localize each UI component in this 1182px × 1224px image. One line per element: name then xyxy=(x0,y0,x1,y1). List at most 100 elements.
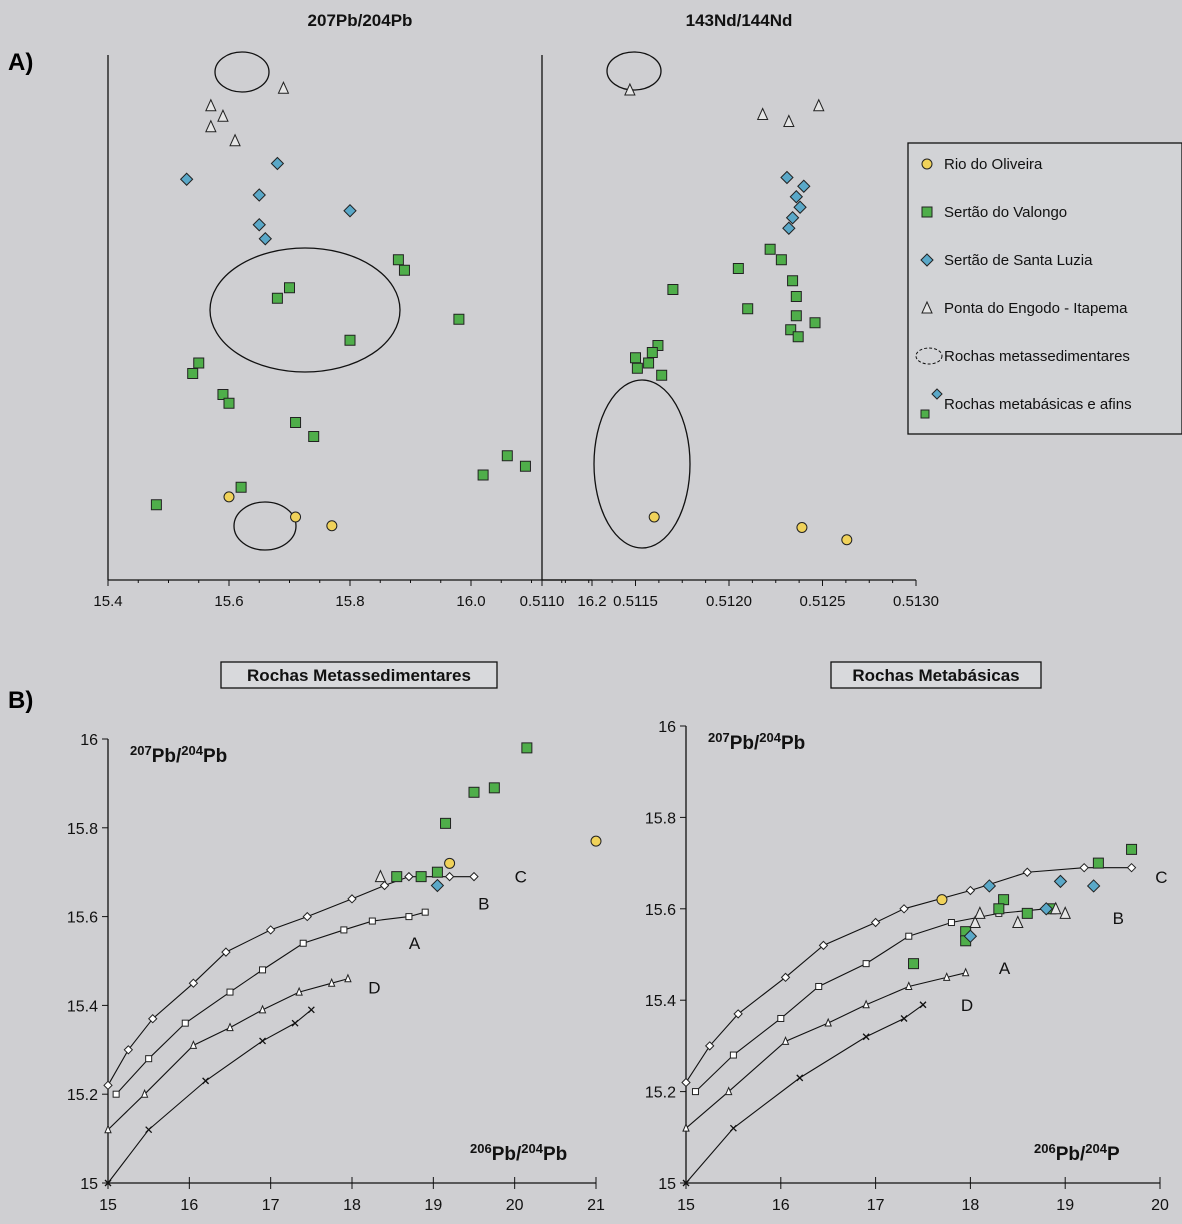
chart-nd143-nd144: 143Nd/144Nd 0.5110 0.5115 0.5120 0.5125 0.513… xyxy=(520,11,939,610)
chart-title: Rochas Metassedimentares xyxy=(247,666,471,685)
curve-label: A xyxy=(409,934,421,953)
curve-marker-triangle xyxy=(327,977,336,987)
growth-curve-C xyxy=(107,876,474,1086)
curve-marker-cross xyxy=(862,1033,870,1041)
point-square xyxy=(790,310,802,322)
point-square xyxy=(742,303,754,315)
y-axis-label-part: Pb xyxy=(781,733,805,754)
point-square xyxy=(391,871,403,883)
y-tick-label: 15.2 xyxy=(67,1087,98,1104)
chart-pb207-pb204: 207Pb/204Pb 15.4 15.6 15.8 16.0 16.2 xyxy=(93,11,606,610)
point-diamond xyxy=(270,156,285,171)
group-ellipse-top xyxy=(606,51,662,91)
point-triangle xyxy=(812,98,825,112)
point-triangle xyxy=(1012,915,1024,929)
curve-marker-cross xyxy=(145,1126,153,1134)
growth-curve-D xyxy=(685,972,966,1129)
point-circle xyxy=(223,491,235,503)
panel-label-a: A) xyxy=(8,49,33,76)
legend-symbol-square xyxy=(921,206,933,218)
curve-marker-cross-b xyxy=(307,1006,315,1014)
curve-marker-triangle xyxy=(781,1036,790,1045)
point-square xyxy=(271,292,283,304)
curve-marker-cross xyxy=(104,1179,112,1187)
curve-label: B xyxy=(1113,909,1124,928)
curve-marker-triangle xyxy=(344,973,352,983)
curve-marker-diamond xyxy=(1126,862,1137,873)
curve-marker-cross xyxy=(307,1006,315,1014)
legend-label: Sertão do Valongo xyxy=(944,204,1067,221)
x-axis-label-part: Pb/ xyxy=(1056,1144,1086,1165)
curve-marker-triangle xyxy=(961,967,970,977)
point-square xyxy=(1126,843,1138,855)
point-square xyxy=(775,254,787,266)
x-tick-label: 0.5115 xyxy=(613,593,658,610)
curve-label: C xyxy=(1155,868,1167,887)
y-axis-label-part: 207 xyxy=(708,730,730,745)
y-axis-label: 207Pb/204Pb xyxy=(130,743,227,767)
curve-marker-triangle xyxy=(226,1022,234,1032)
y-tick-label: 15.8 xyxy=(645,810,676,827)
curve-marker-square xyxy=(691,1088,699,1096)
point-square xyxy=(631,362,643,374)
point-square xyxy=(792,331,804,343)
x-tick-label: 15.4 xyxy=(93,593,122,610)
curve-marker-square xyxy=(299,939,307,947)
x-tick-label: 18 xyxy=(962,1197,980,1214)
point-square xyxy=(150,499,162,511)
curve-marker-square xyxy=(405,913,413,921)
x-tick-label: 16 xyxy=(772,1197,790,1214)
curve-marker-cross-b xyxy=(202,1077,210,1085)
point-square xyxy=(785,324,797,336)
curve-marker-triangle xyxy=(905,981,913,990)
point-square xyxy=(398,264,410,276)
y-tick-label: 15.2 xyxy=(645,1085,676,1102)
curve-marker-cross-b xyxy=(682,1179,690,1187)
curve-marker-triangle xyxy=(258,1004,267,1014)
curve-marker-diamond xyxy=(469,871,479,882)
chart-rochas-metabasicas: Rochas Metabásicas 15 16 17 18 19 20 15 15.2 15.4… xyxy=(645,661,1169,1214)
point-circle xyxy=(936,894,948,906)
y-axis-label-part: Pb xyxy=(203,746,227,767)
curve-marker-diamond xyxy=(347,894,357,904)
point-circle xyxy=(444,857,456,869)
x-tick-label: 20 xyxy=(1151,1197,1169,1214)
point-diamond xyxy=(963,929,978,943)
curve-marker-cross xyxy=(900,1015,908,1022)
x-tick-label: 19 xyxy=(424,1197,442,1214)
point-diamond xyxy=(982,879,997,893)
curve-marker-diamond xyxy=(103,1080,113,1091)
x-tick-label: 17 xyxy=(867,1197,885,1214)
y-tick-label: 15.6 xyxy=(645,902,676,919)
point-square xyxy=(290,417,302,428)
legend-label: Sertão de Santa Luzia xyxy=(944,252,1093,269)
y-tick-label: 15 xyxy=(80,1176,98,1193)
growth-curve-B xyxy=(115,911,426,1095)
point-diamond xyxy=(789,190,804,204)
point-triangle xyxy=(217,109,229,122)
point-circle xyxy=(326,520,338,532)
x-tick-label: 17 xyxy=(262,1197,280,1214)
point-triangle xyxy=(1059,906,1071,919)
point-square xyxy=(440,817,452,829)
legend-label: Rio do Oliveira xyxy=(944,156,1043,173)
point-square xyxy=(308,431,320,442)
curve-label: A xyxy=(999,959,1011,978)
point-triangle xyxy=(205,98,217,112)
y-tick-label: 15 xyxy=(658,1176,676,1193)
curve-marker-square xyxy=(777,1014,785,1022)
curve-marker-cross-b xyxy=(729,1124,737,1132)
point-diamond xyxy=(179,172,194,186)
legend-symbol-diamond xyxy=(920,253,934,267)
panel-label-b: B) xyxy=(8,687,33,714)
curve-marker-cross-b xyxy=(104,1179,112,1187)
point-circle xyxy=(841,534,853,546)
curve-marker-triangle xyxy=(104,1124,112,1134)
legend-symbol-circle xyxy=(921,158,933,170)
curve-marker-cross-b xyxy=(259,1037,266,1045)
point-square xyxy=(643,357,655,369)
curve-marker-diamond xyxy=(221,947,231,957)
curve-marker-triangle xyxy=(824,1017,832,1027)
point-triangle xyxy=(624,82,636,96)
